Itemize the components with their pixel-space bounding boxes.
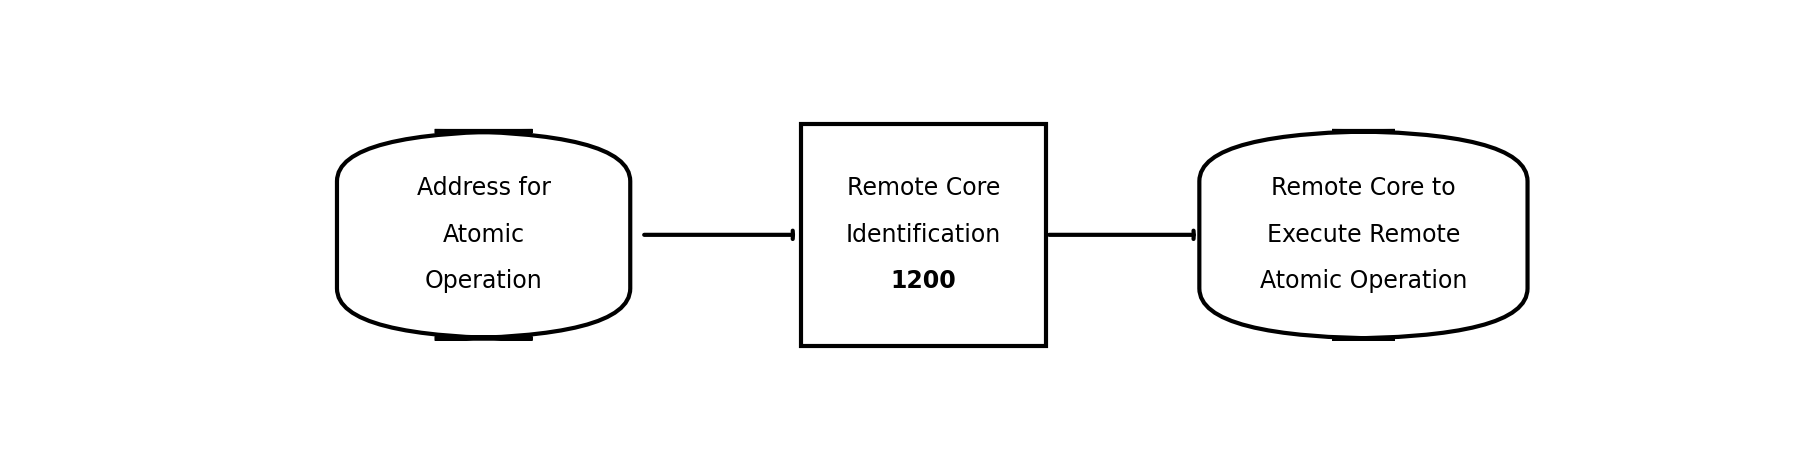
FancyBboxPatch shape: [802, 124, 1045, 346]
Text: Remote Core to: Remote Core to: [1270, 176, 1456, 200]
Text: Remote Core: Remote Core: [847, 176, 1000, 200]
Text: Atomic Operation: Atomic Operation: [1260, 269, 1467, 293]
FancyBboxPatch shape: [1200, 131, 1528, 339]
Text: Address for: Address for: [416, 176, 551, 200]
Text: Execute Remote: Execute Remote: [1267, 223, 1460, 247]
Text: Atomic: Atomic: [443, 223, 524, 247]
Text: 1200: 1200: [890, 269, 957, 293]
Text: Operation: Operation: [425, 269, 542, 293]
Text: Identification: Identification: [845, 223, 1002, 247]
FancyBboxPatch shape: [337, 131, 631, 339]
